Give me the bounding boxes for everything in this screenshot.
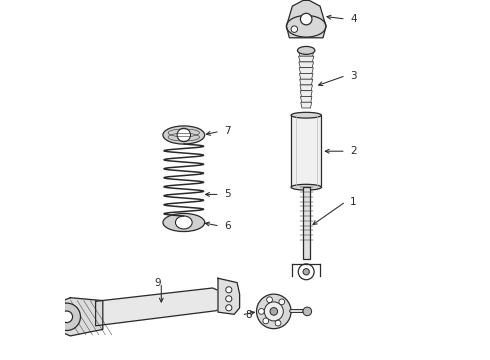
Circle shape (177, 128, 191, 142)
Polygon shape (299, 68, 313, 73)
Polygon shape (298, 50, 314, 56)
Polygon shape (303, 187, 310, 259)
Circle shape (267, 297, 272, 303)
Circle shape (263, 318, 269, 324)
Circle shape (291, 26, 297, 32)
Ellipse shape (291, 112, 321, 118)
Circle shape (61, 311, 73, 323)
Polygon shape (286, 0, 326, 38)
Text: 6: 6 (224, 221, 231, 231)
Circle shape (53, 303, 80, 330)
Circle shape (275, 320, 281, 326)
Polygon shape (96, 288, 225, 326)
Circle shape (264, 302, 283, 321)
Ellipse shape (297, 46, 315, 54)
Text: 2: 2 (350, 146, 357, 156)
Circle shape (279, 299, 285, 305)
Text: 3: 3 (350, 71, 357, 81)
Ellipse shape (291, 184, 321, 190)
Circle shape (226, 287, 232, 293)
Polygon shape (301, 102, 312, 108)
Ellipse shape (175, 216, 192, 229)
Polygon shape (300, 85, 313, 91)
Text: 7: 7 (224, 126, 231, 136)
Circle shape (270, 307, 278, 315)
Circle shape (303, 269, 309, 275)
Polygon shape (56, 298, 103, 336)
Polygon shape (300, 96, 312, 102)
Ellipse shape (163, 126, 205, 144)
Circle shape (257, 294, 291, 329)
Text: 9: 9 (154, 278, 161, 288)
Text: 5: 5 (224, 189, 231, 199)
Circle shape (303, 307, 312, 316)
Polygon shape (300, 79, 313, 85)
Circle shape (226, 305, 232, 311)
Polygon shape (299, 73, 313, 79)
Polygon shape (299, 62, 314, 68)
Circle shape (259, 309, 264, 314)
Circle shape (300, 13, 312, 25)
Polygon shape (291, 115, 321, 187)
Text: 4: 4 (350, 14, 357, 24)
Text: 8: 8 (245, 310, 252, 320)
Text: 1: 1 (350, 197, 357, 207)
Ellipse shape (163, 213, 205, 231)
Polygon shape (218, 278, 240, 314)
Polygon shape (300, 91, 312, 96)
Polygon shape (298, 56, 314, 62)
Circle shape (226, 296, 232, 302)
